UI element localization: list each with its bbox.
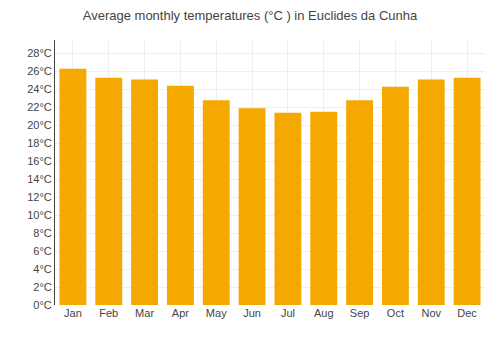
svg-text:Dec: Dec	[457, 307, 477, 319]
svg-text:Aug: Aug	[314, 307, 334, 319]
svg-text:May: May	[206, 307, 227, 319]
svg-text:Mar: Mar	[135, 307, 154, 319]
svg-text:20°C: 20°C	[27, 119, 52, 131]
svg-text:Sep: Sep	[350, 307, 370, 319]
svg-text:Average monthly temperatures (: Average monthly temperatures (°C ) in Eu…	[83, 8, 418, 23]
svg-text:0°C: 0°C	[33, 299, 52, 311]
svg-text:22°C: 22°C	[27, 101, 52, 113]
svg-text:10°C: 10°C	[27, 209, 52, 221]
svg-text:Jan: Jan	[64, 307, 82, 319]
svg-text:Apr: Apr	[172, 307, 189, 319]
svg-text:Feb: Feb	[99, 307, 118, 319]
svg-text:4°C: 4°C	[33, 263, 52, 275]
svg-text:2°C: 2°C	[33, 281, 52, 293]
svg-text:12°C: 12°C	[27, 191, 52, 203]
svg-text:28°C: 28°C	[27, 47, 52, 59]
svg-text:24°C: 24°C	[27, 83, 52, 95]
svg-text:Oct: Oct	[387, 307, 404, 319]
svg-text:8°C: 8°C	[33, 227, 52, 239]
svg-text:18°C: 18°C	[27, 137, 52, 149]
svg-text:14°C: 14°C	[27, 173, 52, 185]
svg-text:26°C: 26°C	[27, 65, 52, 77]
svg-text:Nov: Nov	[421, 307, 441, 319]
svg-text:16°C: 16°C	[27, 155, 52, 167]
svg-text:Jul: Jul	[281, 307, 295, 319]
svg-text:6°C: 6°C	[33, 245, 52, 257]
svg-text:Jun: Jun	[243, 307, 261, 319]
